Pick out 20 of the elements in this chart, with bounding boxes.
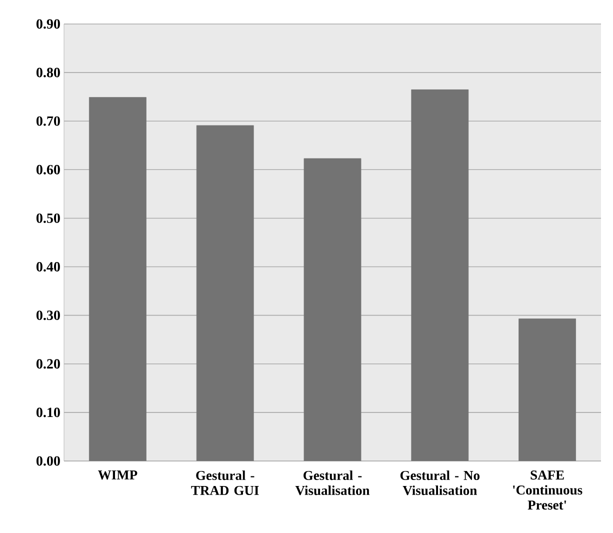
y-tick-label: 0.20 [36,359,60,369]
bar [196,125,254,461]
y-tick-label: 0.30 [36,310,60,320]
y-tick-label: 0.40 [36,262,60,272]
y-tick-label: 0.50 [36,213,60,223]
x-tick-label: SAFE 'Continuous Preset' [513,470,582,510]
x-tick-label: Gestural - Visualisation [295,470,370,496]
x-tick-label: Gestural - No Visualisation [400,470,480,496]
y-tick-label: 0.70 [36,116,60,126]
bar [304,158,362,461]
y-tick-label: 0.90 [36,19,60,29]
y-tick-label: 0.60 [36,164,60,174]
bar [89,97,146,461]
y-tick-label: 0.80 [36,68,60,78]
bar [411,89,469,461]
x-tick-label: WIMP [98,470,138,480]
y-tick-label: 0.10 [36,408,60,418]
y-tick-label: 0.00 [36,456,60,466]
bar [518,318,576,461]
x-tick-label: Gestural - TRAD GUI [191,470,259,496]
